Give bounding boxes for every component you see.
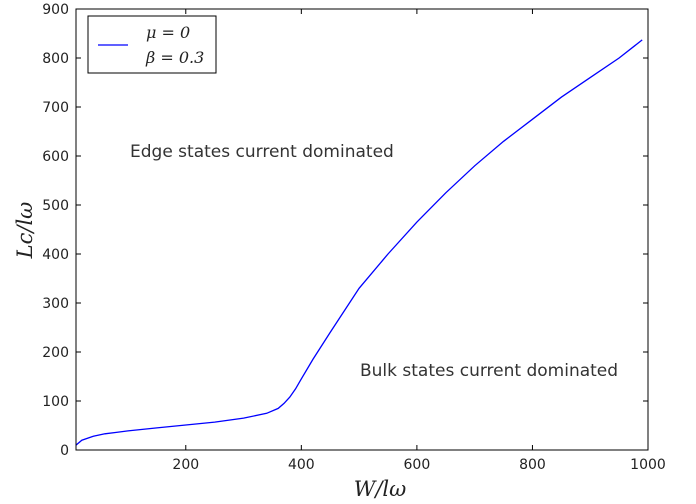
axis-ticks	[76, 8, 649, 451]
y-tick-label: 400	[42, 247, 69, 263]
annotation-bulk-states: Bulk states current dominated	[360, 361, 618, 381]
y-tick-label: 500	[42, 198, 69, 214]
x-tick-label: 600	[404, 457, 431, 473]
y-tick-label: 600	[42, 149, 69, 165]
y-tick-labels: 0 100 200 300 400 500 600 700 800 900	[42, 2, 69, 459]
x-axis-label: W/lω	[354, 477, 407, 501]
x-tick-label: 800	[519, 457, 546, 473]
x-tick-label: 1000	[630, 457, 666, 473]
plot-frame	[75, 8, 649, 451]
series-line-0	[75, 39, 643, 446]
y-tick-label: 200	[42, 345, 69, 361]
y-tick-label: 700	[42, 100, 69, 116]
x-tick-labels: 200 400 600 800 1000	[172, 457, 665, 473]
y-tick-label: 900	[42, 2, 69, 18]
legend: μ = 0 β = 0.3	[87, 15, 217, 74]
annotation-edge-states: Edge states current dominated	[130, 142, 394, 162]
y-tick-label: 300	[42, 296, 69, 312]
plot-area	[75, 39, 643, 446]
y-axis-label: Lc/lω	[13, 202, 37, 260]
x-tick-label: 400	[288, 457, 315, 473]
y-tick-label: 100	[42, 394, 69, 410]
y-tick-label: 800	[42, 51, 69, 67]
legend-label-beta: β = 0.3	[145, 48, 204, 67]
y-tick-label: 0	[60, 443, 69, 459]
x-tick-label: 200	[172, 457, 199, 473]
legend-label-mu: μ = 0	[146, 23, 190, 42]
